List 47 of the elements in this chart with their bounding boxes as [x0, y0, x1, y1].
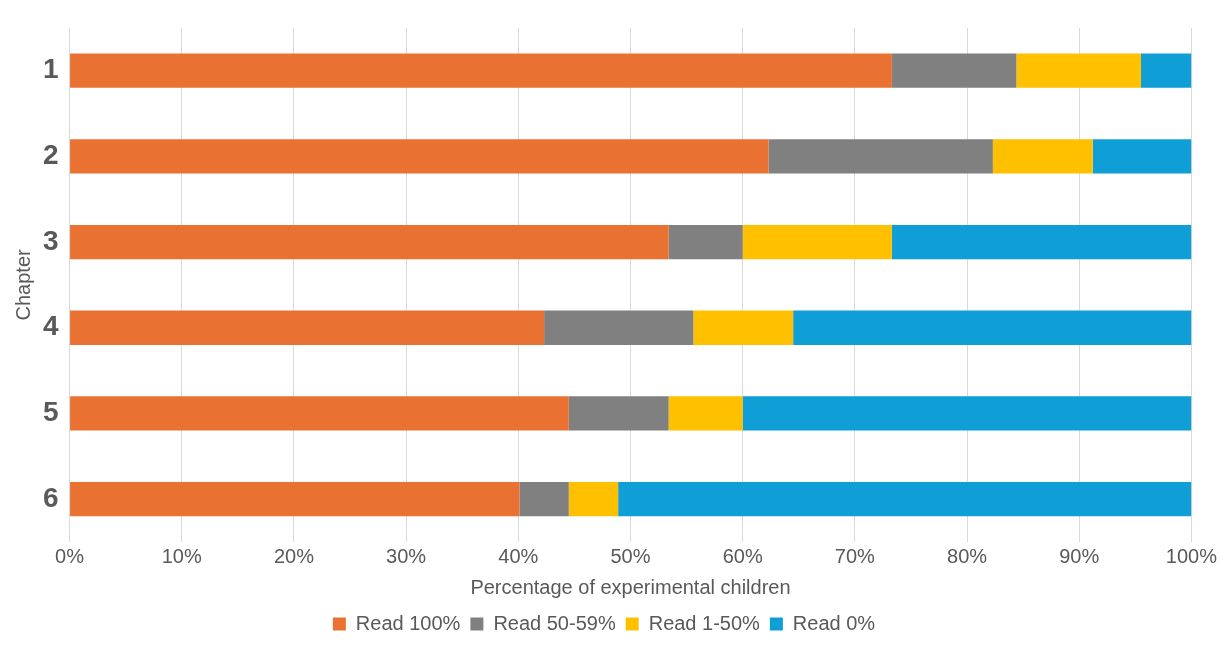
x-tick-label: 20% [273, 544, 315, 567]
bar [742, 396, 1192, 431]
bar [1140, 53, 1192, 88]
x-tick-label: 0% [55, 544, 85, 567]
x-tick-label: 50% [610, 544, 651, 567]
bar [544, 310, 694, 345]
bar [70, 53, 892, 88]
bar [519, 482, 569, 517]
bar [992, 139, 1093, 174]
x-tick-label: 40% [498, 544, 539, 567]
y-tick-label: 3 [42, 224, 59, 256]
bar [70, 396, 569, 431]
bar [891, 224, 1192, 260]
legend-label: Read 100% [355, 611, 461, 634]
bar [668, 396, 743, 431]
y-tick-label: 5 [42, 396, 59, 428]
bar [70, 310, 545, 345]
legend-label: Read 0% [792, 611, 876, 634]
y-tick-label: 1 [42, 53, 59, 85]
bar [568, 396, 669, 431]
x-tick-label: 80% [947, 544, 988, 567]
y-tick-label: 4 [42, 310, 59, 342]
bar [1092, 139, 1192, 174]
x-tick-label: 10% [161, 544, 202, 567]
x-tick-label: 90% [1059, 544, 1100, 567]
bar [70, 482, 520, 517]
legend-label: Read 50-59% [493, 611, 616, 634]
bar [793, 310, 1192, 345]
x-tick-label: 60% [722, 544, 763, 567]
y-axis-title: Chapter [11, 248, 34, 321]
bar [618, 482, 1192, 517]
y-tick-label: 2 [42, 139, 59, 171]
bar [891, 53, 1017, 88]
x-tick-label: 30% [386, 544, 427, 567]
bar [568, 482, 619, 517]
bar [668, 224, 743, 260]
x-tick-label: 70% [834, 544, 876, 567]
bar [768, 139, 993, 174]
y-tick-label: 6 [42, 481, 59, 513]
bar [1016, 53, 1141, 88]
x-axis-title: Percentage of experimental children [470, 575, 791, 598]
bar [742, 224, 892, 260]
legend-label: Read 1-50% [648, 611, 761, 634]
bar [70, 224, 669, 260]
bar [693, 310, 794, 345]
bar [70, 139, 769, 174]
x-tick-label: 100% [1165, 544, 1218, 567]
